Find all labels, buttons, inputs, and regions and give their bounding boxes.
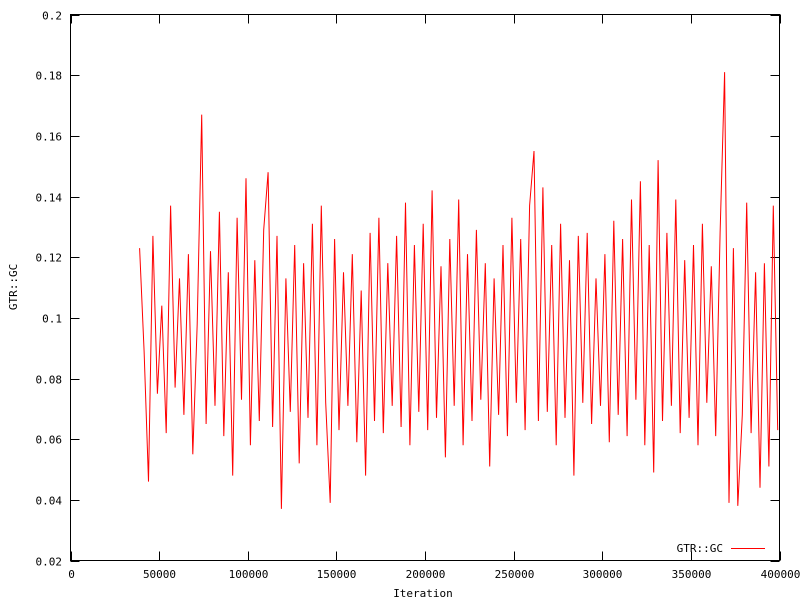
y-tick-label: 0.2 bbox=[42, 10, 62, 23]
x-axis: 0 50000 100000 150000 200000 250000 300000 3500… bbox=[68, 14, 800, 581]
x-tick-label: 250000 bbox=[495, 568, 535, 581]
x-tick-label: 400000 bbox=[761, 568, 800, 581]
y-tick-label: 0.02 bbox=[36, 556, 63, 569]
y-tick-label: 0.04 bbox=[36, 495, 63, 508]
y-tick-label: 0.08 bbox=[36, 374, 63, 387]
x-tick-label: 300000 bbox=[583, 568, 623, 581]
legend-label: GTR::GC bbox=[677, 542, 723, 555]
x-tick-label: 100000 bbox=[229, 568, 269, 581]
y-tick-label: 0.1 bbox=[42, 313, 62, 326]
x-tick-label: 0 bbox=[68, 568, 75, 581]
y-axis: 0.02 0.04 0.06 0.08 0.1 0.12 0.14 0.16 0.18 0.2 bbox=[36, 10, 780, 569]
series-line-gtr-gc bbox=[139, 72, 779, 509]
y-tick-label: 0.06 bbox=[36, 434, 63, 447]
y-tick-label: 0.12 bbox=[36, 252, 63, 265]
y-tick-label: 0.16 bbox=[36, 131, 63, 144]
x-tick-label: 50000 bbox=[143, 568, 176, 581]
y-axis-label: GTR::GC bbox=[7, 264, 20, 310]
x-tick-label: 150000 bbox=[317, 568, 357, 581]
legend: GTR::GC bbox=[677, 542, 765, 555]
x-tick-label: 350000 bbox=[672, 568, 712, 581]
x-axis-label: Iteration bbox=[393, 587, 453, 600]
x-tick-label: 200000 bbox=[406, 568, 446, 581]
y-tick-label: 0.14 bbox=[36, 192, 63, 205]
y-tick-label: 0.18 bbox=[36, 70, 63, 83]
